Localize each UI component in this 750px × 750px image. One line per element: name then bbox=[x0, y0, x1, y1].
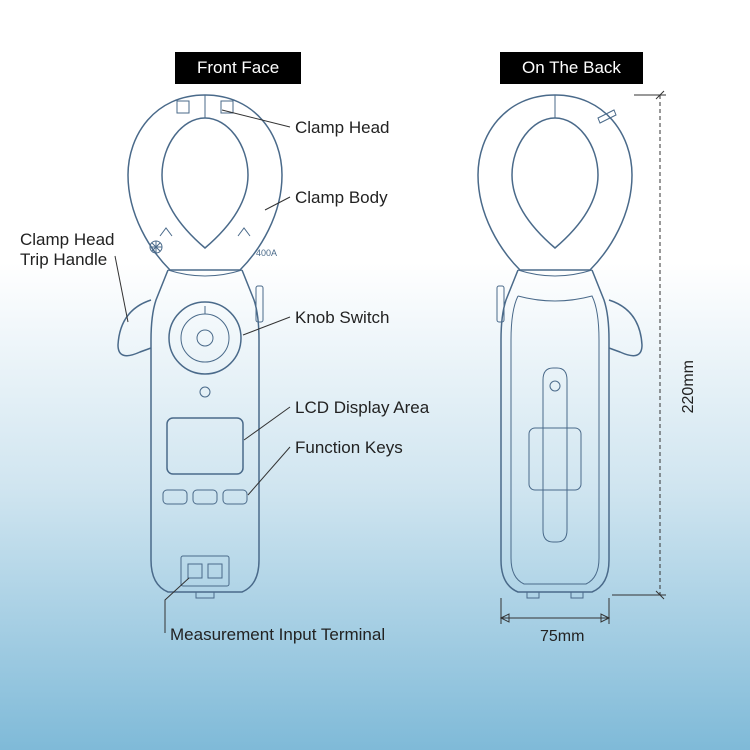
leader-lines bbox=[115, 110, 290, 633]
front-view: 400A bbox=[118, 95, 282, 598]
rating-text: 400A bbox=[256, 248, 277, 258]
back-view bbox=[478, 95, 642, 598]
schematic-svg: 400A bbox=[0, 0, 750, 750]
dimension-lines bbox=[501, 91, 666, 624]
